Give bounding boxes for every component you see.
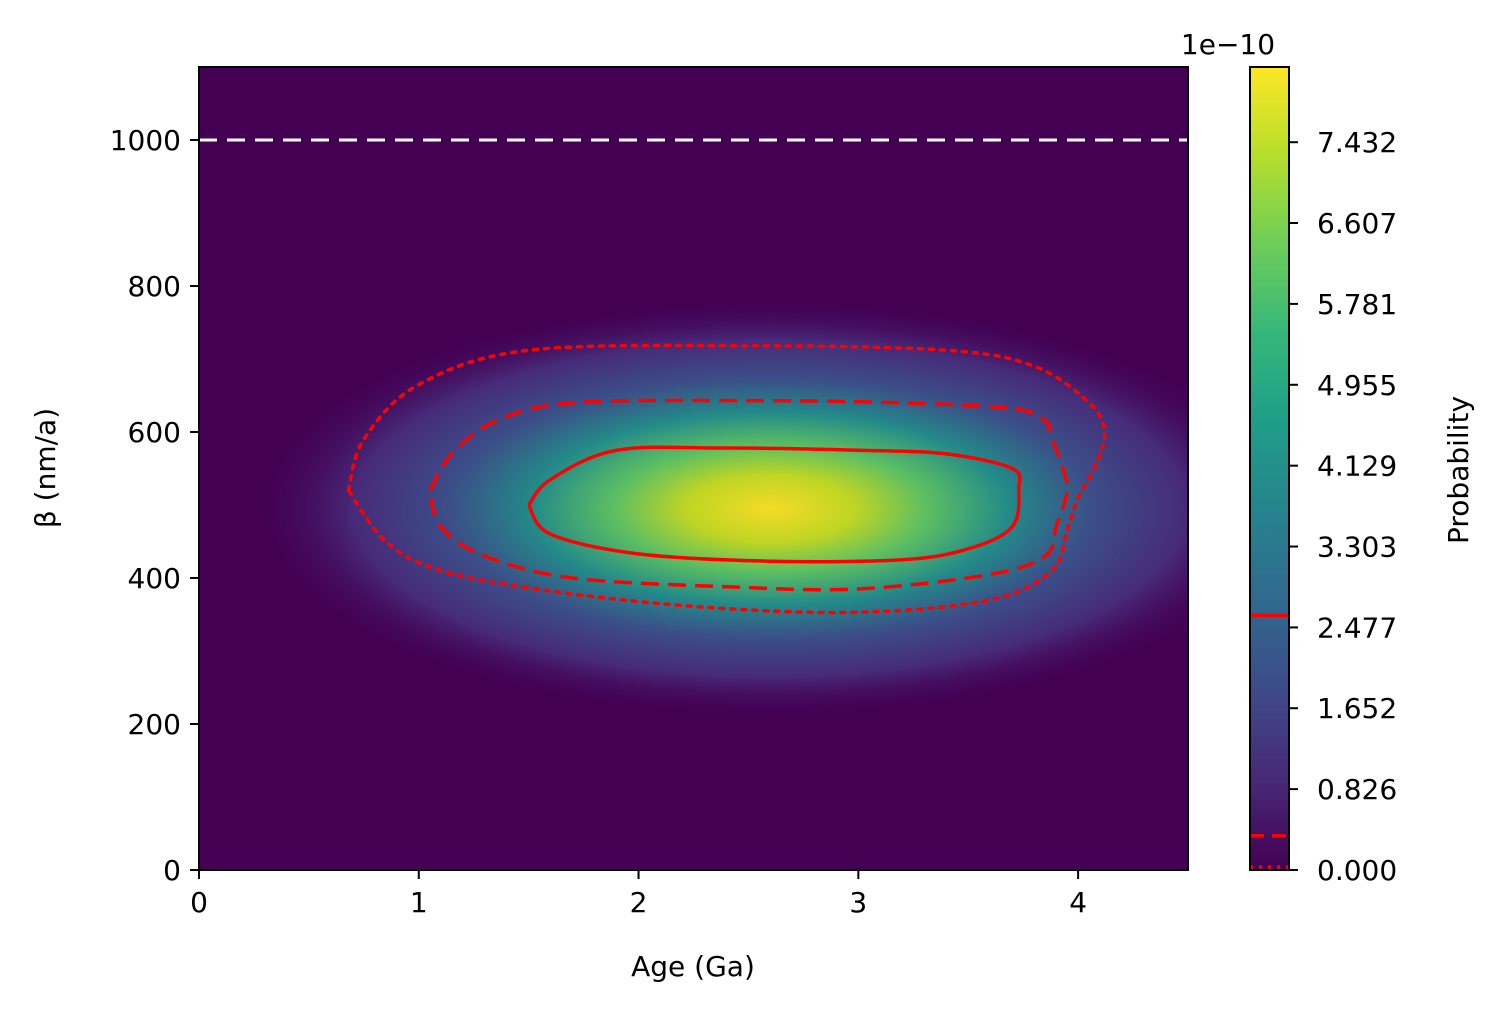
x-tick-label: 3 <box>849 886 867 919</box>
colorbar-tick-label: 3.303 <box>1317 531 1397 564</box>
colorbar-tick-label: 4.955 <box>1317 369 1397 402</box>
y-axis: 0 200 400 600 800 1000 <box>110 124 199 887</box>
colorbar-tick-label: 7.432 <box>1317 126 1397 159</box>
x-tick-label: 0 <box>190 886 208 919</box>
colorbar-gradient <box>1250 67 1289 870</box>
colorbar-tick-label: 4.129 <box>1317 450 1397 483</box>
density-heatmap <box>250 298 1188 719</box>
colorbar-offset-text: 1e−10 <box>1181 28 1275 61</box>
colorbar-label: Probability <box>1442 396 1475 544</box>
colorbar-tick-label: 5.781 <box>1317 288 1397 321</box>
x-axis-label: Age (Ga) <box>631 950 755 983</box>
colorbar-tick-label: 1.652 <box>1317 692 1397 725</box>
y-tick-label: 400 <box>128 562 181 595</box>
y-tick-label: 600 <box>128 416 181 449</box>
colorbar-contour-markers <box>1250 613 1289 869</box>
colorbar-tick-label: 2.477 <box>1317 611 1397 644</box>
y-tick-label: 800 <box>128 270 181 303</box>
x-tick-label: 2 <box>630 886 648 919</box>
y-axis-label: β (nm/a) <box>29 408 62 528</box>
colorbar-tick-label: 0.826 <box>1317 773 1397 806</box>
contour-solid <box>527 445 1022 564</box>
y-tick-label: 0 <box>163 854 181 887</box>
plot-frame <box>198 66 1189 871</box>
x-tick-label: 1 <box>410 886 428 919</box>
y-tick-label: 200 <box>128 708 181 741</box>
y-tick-label: 1000 <box>110 124 181 157</box>
contour-dotted <box>346 343 1107 615</box>
colorbar-frame <box>1249 66 1290 871</box>
x-tick-label: 4 <box>1069 886 1087 919</box>
colorbar-tick-label: 6.607 <box>1317 207 1397 240</box>
contour-dashed <box>428 398 1069 592</box>
colorbar-tick-label: 0.000 <box>1317 854 1397 887</box>
x-axis: 0 1 2 3 4 <box>190 870 1087 919</box>
density-peak <box>250 298 1188 719</box>
colorbar-axis: 0.000 0.826 1.652 2.477 3.303 4.129 4.955 5.781… <box>1289 126 1397 887</box>
contour-layer <box>346 343 1107 615</box>
